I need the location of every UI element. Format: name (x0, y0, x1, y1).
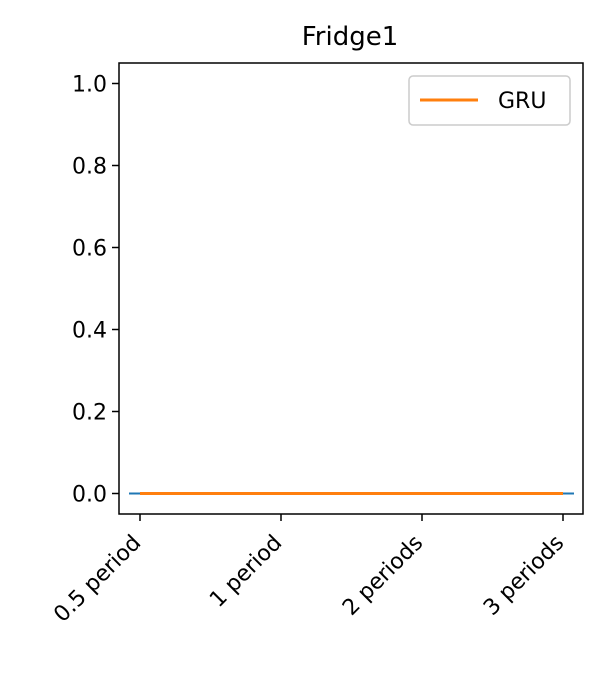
y-tick-label: 0.6 (72, 237, 107, 262)
plot-area (118, 62, 584, 515)
legend-label: GRU (498, 89, 546, 114)
x-tick-label: 3 periods (479, 531, 569, 621)
legend-box (408, 75, 571, 126)
y-tick-label: 0.4 (72, 319, 107, 344)
x-tick-label: 1 period (205, 531, 287, 613)
legend: GRU (408, 75, 571, 126)
x-axis: 0.5 period 1 period 2 periods 3 periods (49, 514, 569, 627)
y-axis: 0.0 0.2 0.4 0.6 0.8 1.0 (72, 73, 119, 508)
y-tick-label: 0.8 (72, 155, 107, 180)
x-tick-label: 2 periods (338, 531, 428, 621)
chart-title: Fridge1 (302, 22, 399, 52)
y-tick-label: 0.2 (72, 401, 107, 426)
y-tick-label: 0.0 (72, 483, 107, 508)
y-tick-label: 1.0 (72, 73, 107, 98)
x-tick-label: 0.5 period (49, 531, 146, 628)
